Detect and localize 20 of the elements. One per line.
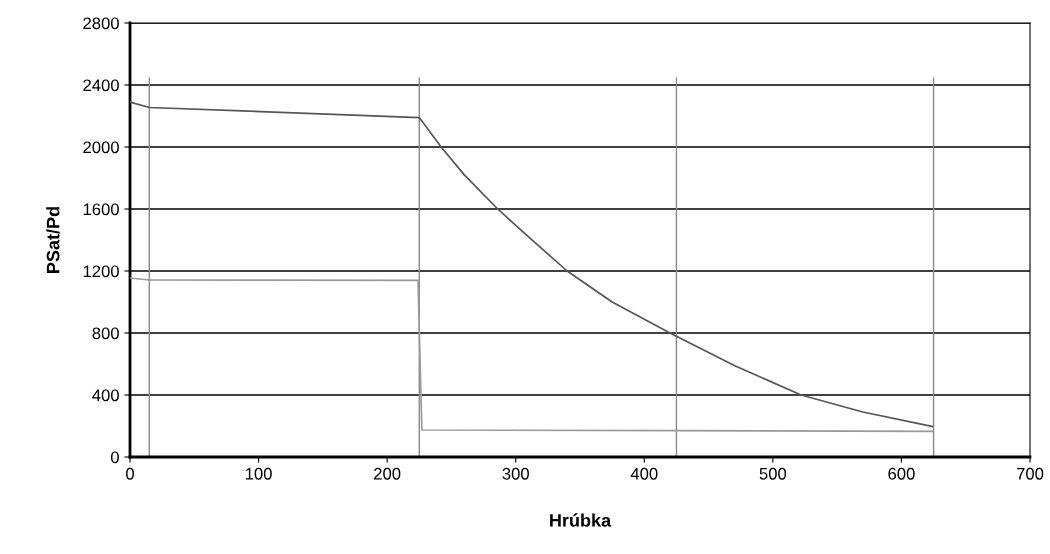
x-tick-label: 700 (1016, 467, 1044, 480)
y-tick-label: 800 (92, 327, 119, 340)
y-tick-label: 2400 (83, 79, 119, 92)
y-tick-label: 400 (92, 389, 119, 402)
x-axis-title: Hrúbka (550, 513, 612, 527)
line-series (130, 101, 934, 428)
y-tick-label: 2000 (83, 141, 119, 154)
y-tick-label: 2800 (83, 17, 119, 30)
y-tick-label: 1600 (83, 203, 119, 216)
y-tick-label: 1200 (83, 265, 119, 278)
y-tick-label: 0 (110, 451, 119, 464)
x-tick-label: 100 (245, 467, 272, 480)
x-tick-label: 200 (374, 467, 401, 480)
y-axis-title: PSat/Pd (46, 207, 60, 273)
x-tick-label: 400 (630, 467, 658, 480)
line-series (130, 277, 934, 433)
x-tick-label: 500 (759, 467, 787, 480)
x-tick-label: 600 (888, 467, 915, 480)
x-tick-label: 0 (126, 467, 134, 480)
x-tick-label: 300 (502, 467, 529, 480)
